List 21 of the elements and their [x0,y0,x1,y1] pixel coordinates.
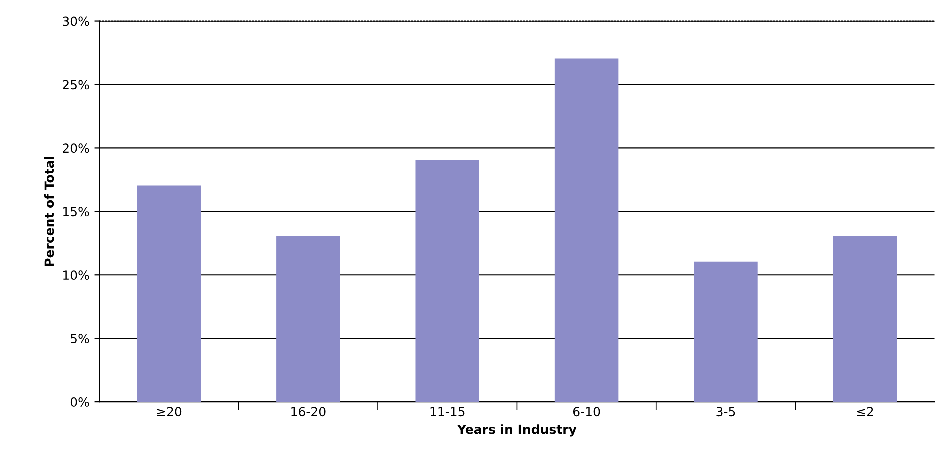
y-axis-title: Percent of Total [44,156,54,266]
y-tick-label: 15% [64,207,90,217]
bar [137,186,202,402]
bar [833,236,898,402]
x-tick-label: 6-10 [573,407,600,417]
y-tick-label: 5% [71,334,90,344]
y-tick-label: 30% [63,16,90,26]
x-tick-label: 3-5 [716,407,736,417]
x-tick-label: 16-20 [292,407,326,417]
x-axis-title: Years in Industry [457,424,577,437]
bar [416,160,480,402]
x-tick-label: 11-15 [430,407,465,417]
bar [554,58,619,402]
y-tick-label: 0% [70,398,90,407]
y-tick-label: 20% [63,144,90,154]
x-tick-label: ≥20 [157,407,182,417]
y-tick-label: 25% [63,80,90,90]
bar [276,236,340,402]
bar [694,262,758,402]
x-tick-label: ≤2 [857,407,874,416]
y-tick-label: 10% [64,270,90,280]
